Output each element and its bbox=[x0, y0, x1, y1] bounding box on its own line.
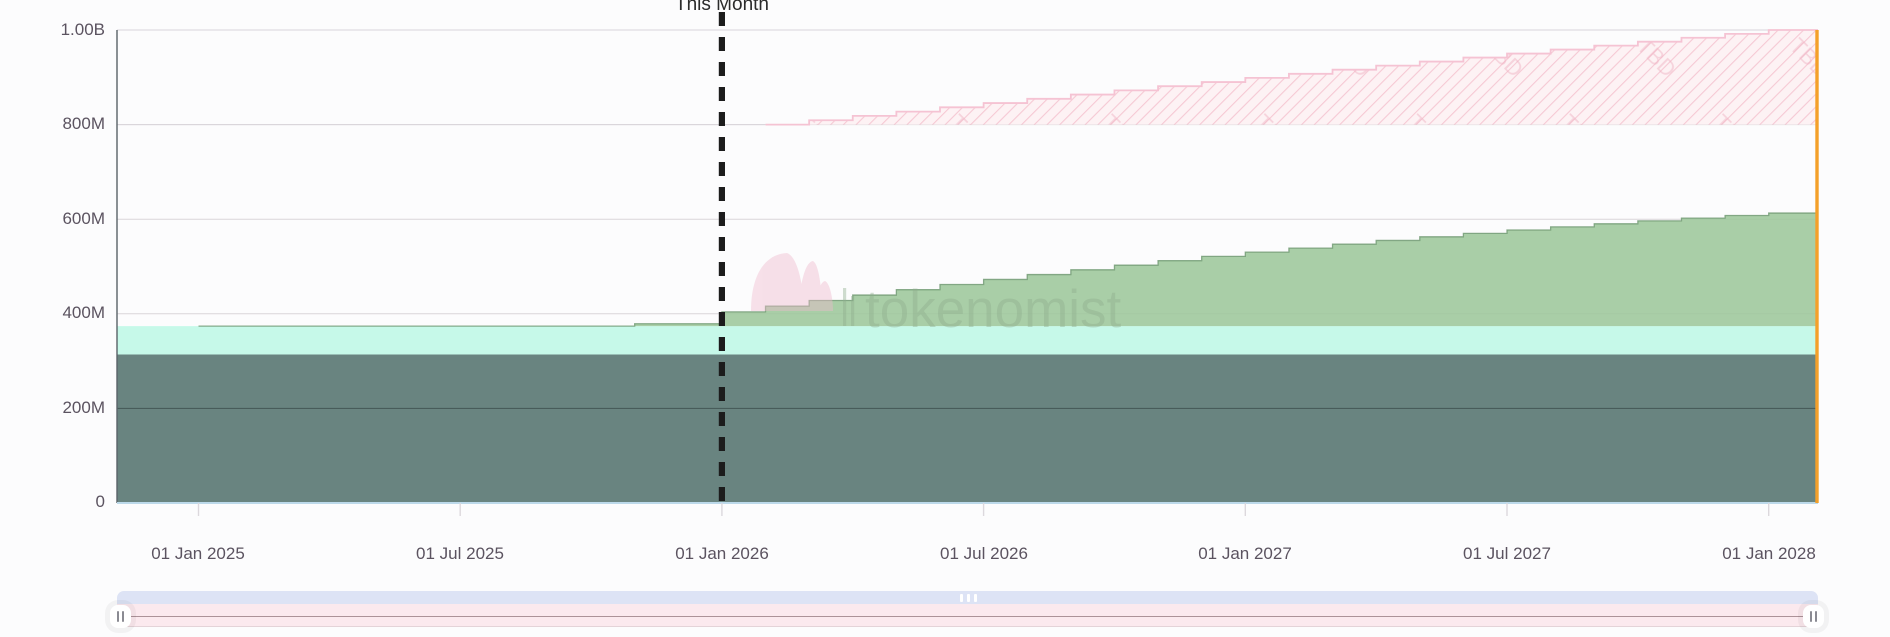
svg-text:tokenomist: tokenomist bbox=[865, 280, 1122, 339]
